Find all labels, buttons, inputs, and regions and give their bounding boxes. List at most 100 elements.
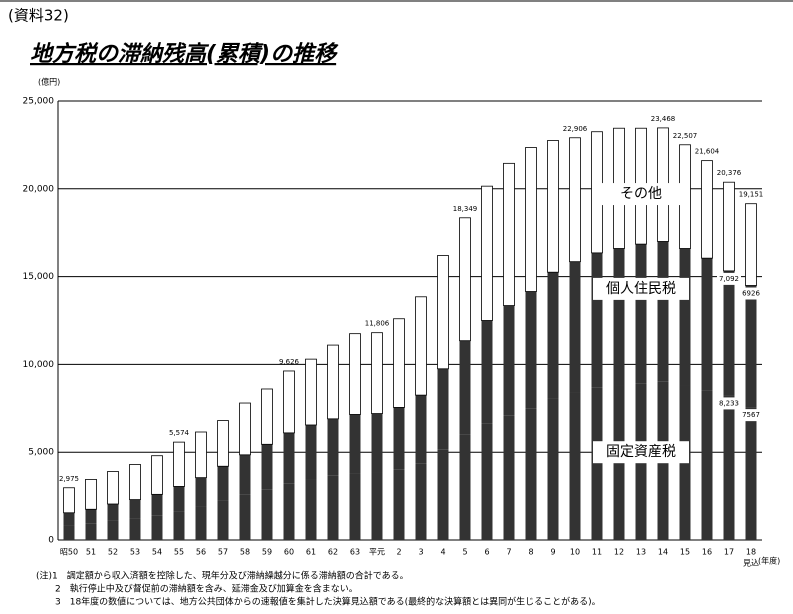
- bar-segment: [415, 296, 427, 396]
- bar-segment: [261, 489, 273, 540]
- series-label: 固定資産税: [606, 444, 676, 460]
- total-label: 5,574: [169, 429, 190, 437]
- y-tick-label: 15,000: [23, 272, 55, 282]
- value-label: 6926: [742, 290, 760, 298]
- bar-segment: [239, 454, 251, 495]
- bar-segment: [349, 414, 361, 474]
- bar-segment: [63, 512, 75, 526]
- y-unit: (億円): [38, 77, 60, 87]
- bar-segment: [129, 464, 141, 501]
- bar-segment: [393, 469, 405, 540]
- bar-segment: [723, 270, 735, 396]
- bar-segment: [437, 368, 449, 450]
- x-tick-label: 14: [658, 548, 668, 557]
- bar-segment: [305, 424, 317, 480]
- bar-segment: [151, 455, 163, 495]
- bar-segment: [261, 444, 273, 490]
- x-tick-label: 58: [240, 548, 250, 557]
- bar-segment: [657, 241, 669, 382]
- bar-segment: [63, 487, 75, 514]
- x-tick-label: 9: [550, 548, 555, 557]
- bar-segment: [525, 147, 537, 292]
- bar-segment: [283, 370, 295, 434]
- chart-title: 地方税の滞納残高(累積)の推移: [30, 41, 339, 67]
- bar-segment: [459, 217, 471, 342]
- x-tick-label: 17: [724, 548, 734, 557]
- bar-segment: [745, 203, 757, 286]
- note: 2 執行停止中及び督促前の滞納額を含み、延滞金及び加算金を含まない。: [55, 583, 358, 595]
- x-tick-label: 51: [86, 548, 96, 557]
- header: (資料32): [8, 7, 69, 25]
- bar-segment: [261, 388, 273, 445]
- total-label: 21,604: [695, 148, 720, 156]
- bar-segment: [305, 358, 317, 426]
- bar-segment: [701, 160, 713, 259]
- total-label: 9,626: [279, 358, 300, 366]
- bar-segment: [371, 413, 383, 473]
- total-label: 2,975: [59, 475, 79, 483]
- x-tick-label: 7: [506, 548, 511, 557]
- value-label: 7,092: [719, 275, 739, 283]
- bar-segment: [239, 402, 251, 456]
- bar-segment: [459, 340, 471, 435]
- x-unit: (年度): [758, 556, 780, 566]
- bar-segment: [173, 486, 185, 512]
- bar-segment: [173, 441, 185, 487]
- x-tick-label: 59: [262, 548, 272, 557]
- label-bg: [717, 397, 741, 410]
- x-tick-label: 55: [174, 548, 184, 557]
- bar-segment: [195, 477, 207, 507]
- bar-segment: [217, 466, 229, 501]
- series-label-bg: [593, 441, 689, 464]
- x-tick-label: 13: [636, 548, 646, 557]
- bar-segment: [327, 418, 339, 476]
- y-tick-label: 25,000: [23, 97, 55, 107]
- bar-segment: [437, 449, 449, 540]
- bar-segment: [525, 291, 537, 409]
- bar-segment: [393, 407, 405, 470]
- series-label: 個人住民税: [606, 281, 676, 297]
- bar-segment: [173, 511, 185, 540]
- x-tick-label: 61: [306, 548, 316, 557]
- total-label: 11,806: [365, 320, 390, 328]
- y-tick-label: 5,000: [28, 448, 54, 458]
- x-tick-label: 12: [614, 548, 624, 557]
- bar-segment: [151, 494, 163, 516]
- bar-segment: [195, 431, 207, 479]
- bar-segment: [481, 185, 493, 321]
- bar-segment: [305, 479, 317, 540]
- total-label: 22,507: [673, 132, 698, 140]
- bar-segment: [85, 509, 97, 524]
- bar-segment: [327, 475, 339, 540]
- value-label: 7567: [742, 411, 760, 419]
- bar-segment: [85, 479, 97, 510]
- bar-segment: [701, 258, 713, 391]
- bar-segment: [393, 318, 405, 408]
- label-bg: [717, 272, 741, 285]
- y-tick-label: 10,000: [23, 360, 55, 370]
- bar-segment: [217, 500, 229, 540]
- bar-segment: [349, 333, 361, 415]
- x-tick-label: 63: [350, 548, 360, 557]
- bar-segment: [591, 252, 603, 388]
- x-tick-label: 平元: [369, 548, 385, 557]
- bar-segment: [107, 504, 119, 521]
- bar-segment: [107, 520, 119, 540]
- bar-segment: [745, 407, 757, 540]
- x-tick-label: 15: [680, 548, 690, 557]
- note: 3 18年度の数値については、地方公共団体からの速報値を集計した決算見込額である…: [55, 596, 601, 608]
- bar-segment: [679, 248, 691, 386]
- label-bg: [739, 287, 763, 300]
- bar-segment: [569, 137, 581, 263]
- x-tick-label: 3: [418, 548, 423, 557]
- bar-segment: [239, 494, 251, 540]
- bar-segment: [217, 420, 229, 467]
- x-tick-label: 18: [746, 548, 756, 557]
- bar-segment: [437, 255, 449, 370]
- bar-segment: [129, 499, 141, 519]
- bar-segment: [503, 162, 515, 306]
- bar-segment: [63, 525, 75, 540]
- bar-segment: [283, 432, 295, 484]
- bar-segment: [745, 285, 757, 408]
